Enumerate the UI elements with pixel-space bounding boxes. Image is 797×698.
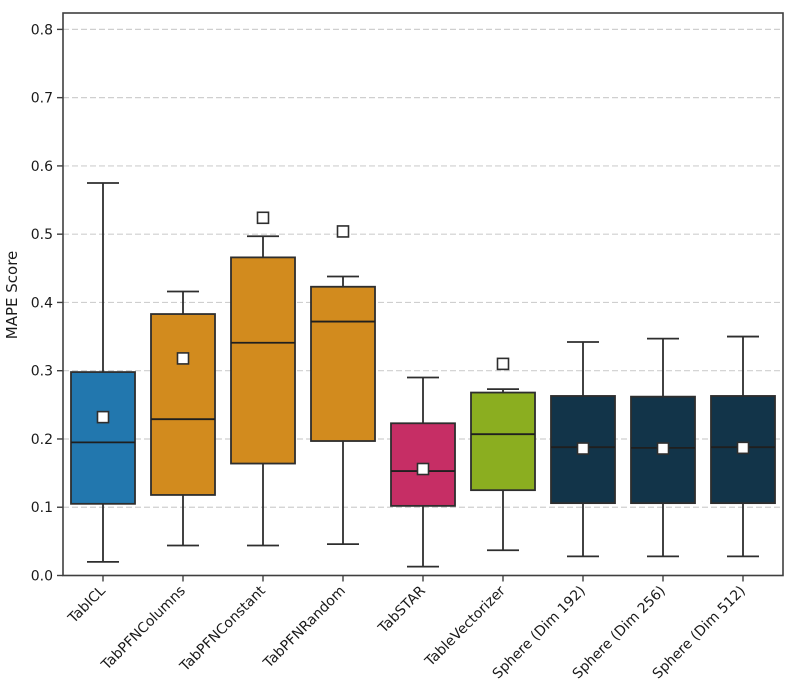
mean-marker (496, 357, 510, 371)
axes-layer: 0.00.10.20.30.40.50.60.70.8TabICLTabPFNC… (31, 22, 749, 682)
box-tabstar (390, 376, 456, 568)
y-tick-label: 0.6 (31, 159, 53, 175)
plot-area-border (62, 12, 784, 577)
y-tick-label: 0.3 (31, 364, 53, 380)
mean-marker (336, 225, 350, 238)
x-tick-label: TableVectorizer (422, 583, 509, 670)
y-tick-label: 0.4 (31, 295, 53, 311)
y-tick-label: 0.0 (31, 569, 53, 585)
iqr-box (310, 285, 376, 442)
mean-marker (576, 442, 590, 455)
y-tick-label: 0.7 (31, 91, 53, 107)
mean-marker (416, 462, 430, 476)
box-tabicl (70, 182, 136, 563)
box-tabpfncolumns (150, 290, 216, 547)
mean-marker (256, 211, 270, 225)
boxes-layer (70, 182, 776, 568)
iqr-box (70, 371, 136, 505)
iqr-box (470, 391, 536, 492)
x-tick-label: TabPFNColumns (98, 583, 189, 674)
box-sphere-dim-192- (550, 341, 616, 558)
y-tick-label: 0.1 (31, 500, 53, 516)
x-tick-label: TabPFNRandom (260, 583, 349, 672)
mean-marker (736, 441, 750, 455)
mean-marker (176, 352, 190, 365)
iqr-box (230, 256, 296, 465)
x-tick-label: TabPFNConstant (176, 583, 269, 676)
box-sphere-dim-256- (630, 337, 696, 558)
mean-marker (96, 410, 110, 424)
box-tabpfnconstant (230, 211, 296, 547)
y-axis-label: MAPE Score (3, 251, 21, 340)
x-tick-label: TabICL (65, 583, 109, 627)
y-tick-label: 0.2 (31, 432, 53, 448)
box-sphere-dim-512- (710, 335, 776, 558)
mean-marker (656, 442, 670, 455)
y-tick-label: 0.8 (31, 22, 53, 38)
y-tick-label: 0.5 (31, 227, 53, 243)
iqr-box (150, 313, 216, 496)
box-tablevectorizer (470, 357, 536, 552)
box-tabpfnrandom (310, 225, 376, 545)
x-tick-label: TabSTAR (375, 583, 429, 637)
